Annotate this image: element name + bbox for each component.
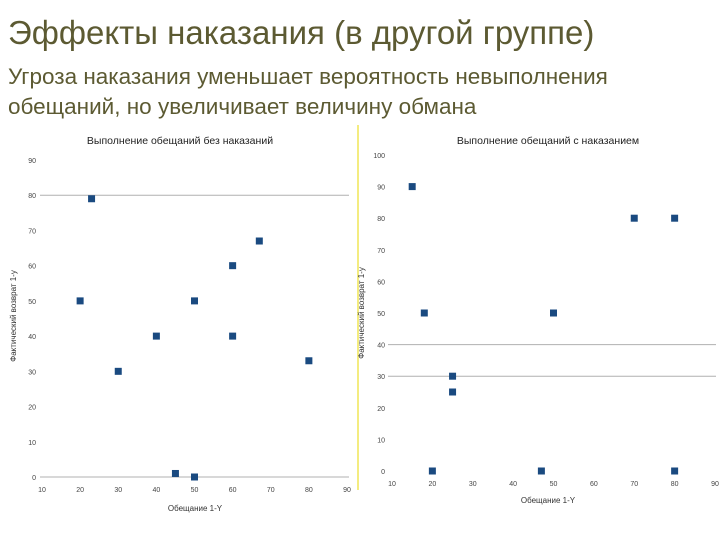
slide-subtitle: Угроза наказания уменьшает вероятность н… [8, 62, 720, 122]
y-tick-label: 40 [377, 343, 385, 350]
data-point [191, 473, 198, 481]
data-point [76, 297, 84, 305]
y-tick-label: 60 [28, 264, 36, 271]
x-tick-label: 10 [388, 481, 396, 488]
data-point [671, 214, 679, 222]
y-tick-label: 50 [28, 299, 36, 306]
x-tick-label: 70 [630, 481, 638, 488]
data-point [114, 367, 122, 375]
x-tick-label: 20 [428, 481, 436, 488]
data-point [152, 332, 160, 340]
y-tick-label: 20 [28, 405, 36, 412]
chart-title: Выполнение обещаний с наказанием [457, 135, 639, 147]
data-point [229, 262, 237, 270]
slide-title: Эффекты наказания (в другой группе) [8, 14, 595, 51]
data-point [171, 469, 179, 477]
x-tick-label: 30 [114, 487, 122, 494]
x-tick-label: 80 [305, 487, 313, 494]
x-tick-label: 60 [590, 481, 598, 488]
x-tick-label: 20 [76, 487, 84, 494]
data-point [550, 309, 557, 317]
data-point [255, 237, 263, 245]
y-tick-label: 70 [28, 228, 36, 235]
subtitle-line-2: обещаний, но увеличивает величину обмана [8, 94, 477, 119]
data-point [191, 297, 198, 305]
data-point [88, 195, 96, 203]
data-point [428, 467, 436, 475]
x-tick-label: 90 [711, 481, 719, 488]
data-point [537, 467, 545, 475]
y-axis-title: Фактический возврат 1-y [357, 267, 366, 359]
y-tick-label: 100 [373, 153, 385, 160]
data-point [671, 467, 679, 475]
y-tick-label: 50 [377, 311, 385, 318]
data-point [630, 214, 638, 222]
y-tick-label: 40 [28, 334, 36, 341]
x-axis-title: Обещание 1-Y [521, 496, 576, 505]
data-point [449, 388, 457, 396]
x-tick-label: 80 [671, 481, 679, 488]
data-point [305, 357, 313, 365]
x-tick-label: 50 [191, 487, 199, 494]
subtitle-line-1: Угроза наказания уменьшает вероятность н… [8, 64, 608, 89]
x-tick-label: 70 [267, 487, 275, 494]
y-axis-title: Фактический возврат 1-y [9, 270, 18, 362]
x-tick-label: 90 [343, 487, 351, 494]
y-tick-label: 80 [28, 193, 36, 200]
data-point [229, 332, 237, 340]
y-tick-label: 90 [377, 185, 385, 192]
x-tick-label: 60 [229, 487, 237, 494]
y-tick-label: 30 [28, 369, 36, 376]
y-tick-label: 10 [28, 440, 36, 447]
y-tick-label: 60 [377, 279, 385, 286]
y-tick-label: 30 [377, 374, 385, 381]
y-tick-label: 0 [381, 469, 385, 476]
x-tick-label: 10 [38, 487, 46, 494]
vertical-separator [357, 125, 359, 490]
x-tick-label: 40 [509, 481, 517, 488]
chart-title: Выполнение обещаний без наказаний [87, 135, 273, 147]
data-point [408, 183, 416, 191]
y-tick-label: 70 [377, 248, 385, 255]
x-tick-label: 40 [152, 487, 160, 494]
y-tick-label: 80 [377, 216, 385, 223]
data-point [449, 372, 457, 380]
y-tick-label: 10 [377, 437, 385, 444]
data-point [420, 309, 428, 317]
x-tick-label: 50 [550, 481, 558, 488]
x-axis-title: Обещание 1-Y [168, 504, 223, 513]
y-tick-label: 90 [28, 158, 36, 165]
y-tick-label: 20 [377, 406, 385, 413]
x-tick-label: 30 [469, 481, 477, 488]
y-tick-label: 0 [32, 475, 36, 482]
